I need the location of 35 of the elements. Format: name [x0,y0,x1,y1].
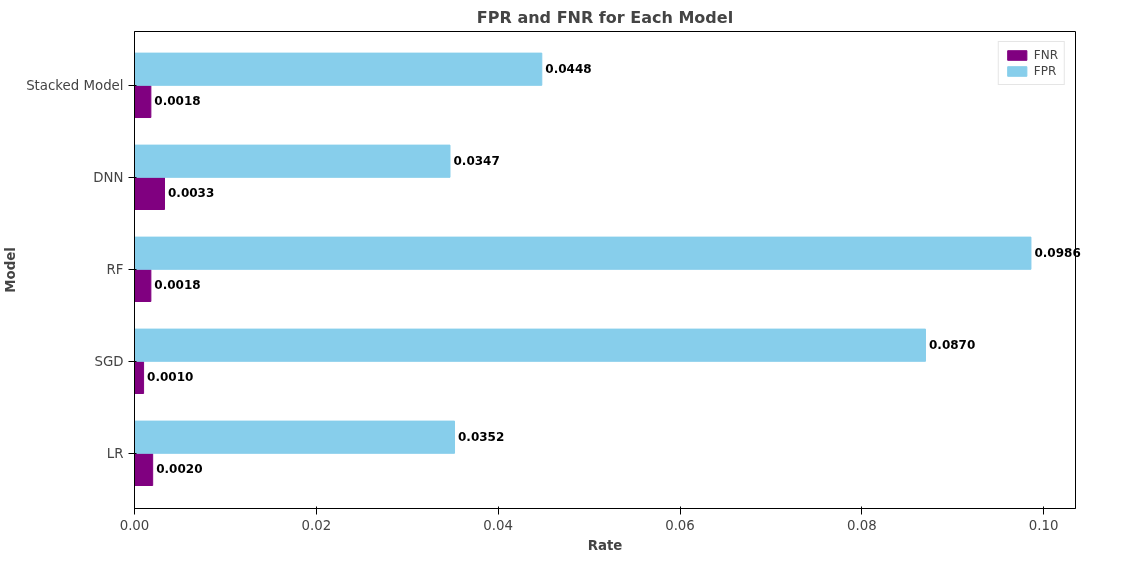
data-label: 0.0870 [928,337,976,352]
bar [134,268,152,303]
bar [134,144,451,178]
y-axis-title: Model [3,247,19,293]
bar [134,84,152,119]
bar [134,236,1032,270]
x-tick-label: 0.06 [665,517,695,533]
y-tick-label: RF [106,261,124,277]
y-tick-label: Stacked Model [26,77,124,93]
bar [134,420,456,454]
x-tick-label: 0.04 [483,517,514,533]
x-tick-label: 0.00 [119,517,150,533]
data-label: 0.0347 [453,153,500,168]
data-label: 0.0448 [545,61,592,76]
bar [134,52,543,86]
y-tick-label: DNN [93,169,124,185]
x-axis-title: Rate [587,537,623,553]
bar [134,328,926,362]
legend-label: FNR [1033,48,1058,62]
bar [134,176,165,211]
data-label: 0.0020 [156,461,203,476]
data-label: 0.0010 [147,369,194,384]
x-tick-label: 0.02 [301,517,332,533]
x-tick-label: 0.08 [847,517,877,533]
data-label: 0.0352 [458,429,505,444]
y-tick-label: LR [106,445,124,461]
bar [134,360,145,394]
chart-title: FPR and FNR for Each Model [476,7,734,27]
data-label: 0.0018 [154,93,201,108]
data-label: 0.0033 [168,185,215,200]
bar [134,452,154,486]
data-label: 0.0018 [154,277,201,292]
legend-label: FPR [1033,64,1057,78]
x-tick-label: 0.10 [1028,517,1059,533]
y-tick-label: SGD [94,353,124,369]
